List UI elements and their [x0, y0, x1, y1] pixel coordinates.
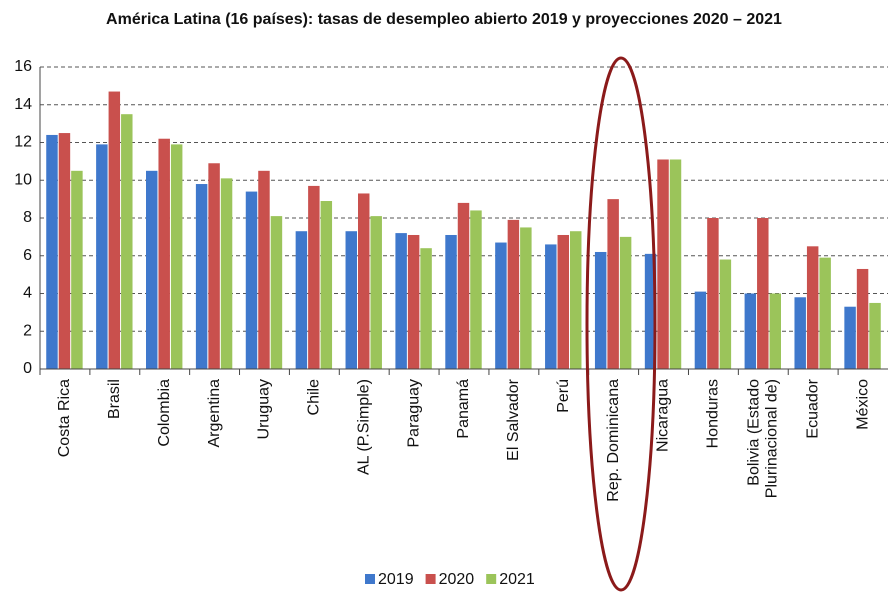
bar [58, 133, 71, 369]
bar [869, 302, 881, 369]
legend-swatch [365, 574, 375, 584]
bar [657, 159, 669, 369]
highlight-ellipse [585, 56, 657, 592]
bar [158, 138, 170, 369]
bar [208, 163, 220, 369]
bar [170, 144, 183, 369]
x-tick-label: El Salvador [505, 378, 522, 460]
bar [570, 231, 582, 369]
y-tick-label: 8 [23, 209, 32, 226]
legend-label: 2019 [378, 571, 414, 588]
bar [856, 268, 869, 369]
x-tick-label: Costa Rica [56, 379, 73, 457]
bar [644, 253, 657, 369]
bar [46, 134, 58, 369]
bar [594, 251, 607, 369]
y-tick-label: 6 [23, 247, 32, 264]
bar [719, 259, 732, 369]
bar [769, 293, 781, 369]
bar [819, 257, 831, 369]
bar [457, 202, 470, 369]
bar [395, 233, 407, 369]
x-tick-label: AL (P.Simple) [355, 379, 372, 475]
bar [545, 244, 557, 369]
legend-swatch [486, 574, 497, 584]
y-tick-label: 2 [23, 322, 32, 339]
bar [507, 219, 520, 369]
bar [557, 234, 569, 369]
bar [295, 231, 308, 369]
bar [669, 159, 682, 369]
x-tick-label: Argentina [206, 379, 223, 448]
bar [607, 199, 619, 369]
bar [108, 91, 121, 369]
y-tick-label: 16 [14, 58, 32, 75]
bar [744, 293, 757, 369]
bar [445, 234, 457, 369]
x-tick-label: Honduras [705, 379, 722, 448]
bar [520, 227, 532, 369]
x-tick-label: Perú [555, 379, 572, 413]
bar [320, 201, 333, 369]
bar [707, 218, 719, 369]
bar [71, 170, 83, 369]
bar [370, 216, 382, 369]
x-tick-label: Bolivia (EstadoPlurinacional de) [746, 379, 781, 498]
chart-title: América Latina (16 países): tasas de des… [106, 11, 782, 28]
y-tick-label: 12 [14, 134, 32, 151]
bar [794, 297, 806, 369]
bar [470, 210, 482, 369]
x-tick-label: Brasil [106, 379, 123, 419]
bar [195, 184, 208, 369]
bar [694, 291, 707, 369]
bar [358, 193, 370, 369]
x-tick-label: Chile [306, 379, 323, 416]
bar [258, 170, 270, 369]
bar [619, 236, 632, 369]
x-tick-label: Rep. Dominicana [605, 379, 622, 502]
y-tick-label: 4 [23, 285, 32, 302]
x-tick-label: Nicaragua [655, 379, 672, 452]
legend-label: 2021 [499, 571, 535, 588]
bar [420, 248, 432, 369]
x-tick-label: Ecuador [804, 378, 821, 438]
x-tick-label: Uruguay [256, 379, 273, 439]
y-tick-label: 0 [23, 360, 32, 377]
bar [407, 234, 420, 369]
x-tick-label: México [854, 379, 871, 430]
bar [806, 246, 819, 369]
bar [757, 218, 769, 369]
legend-label: 2020 [439, 571, 475, 588]
bar [844, 306, 856, 369]
bar [495, 242, 507, 369]
bar [308, 185, 320, 369]
x-tick-label: Panamá [455, 379, 472, 439]
bar [345, 231, 357, 369]
y-tick-label: 14 [14, 96, 32, 113]
bar [146, 170, 158, 369]
bar [270, 216, 283, 369]
bar [96, 144, 108, 369]
bar [245, 191, 258, 369]
x-tick-label: Colombia [156, 379, 173, 447]
bar [121, 114, 133, 369]
legend-swatch [425, 574, 436, 584]
y-tick-label: 10 [14, 171, 32, 188]
x-tick-label: Paraguay [405, 379, 422, 448]
bar [220, 178, 233, 369]
